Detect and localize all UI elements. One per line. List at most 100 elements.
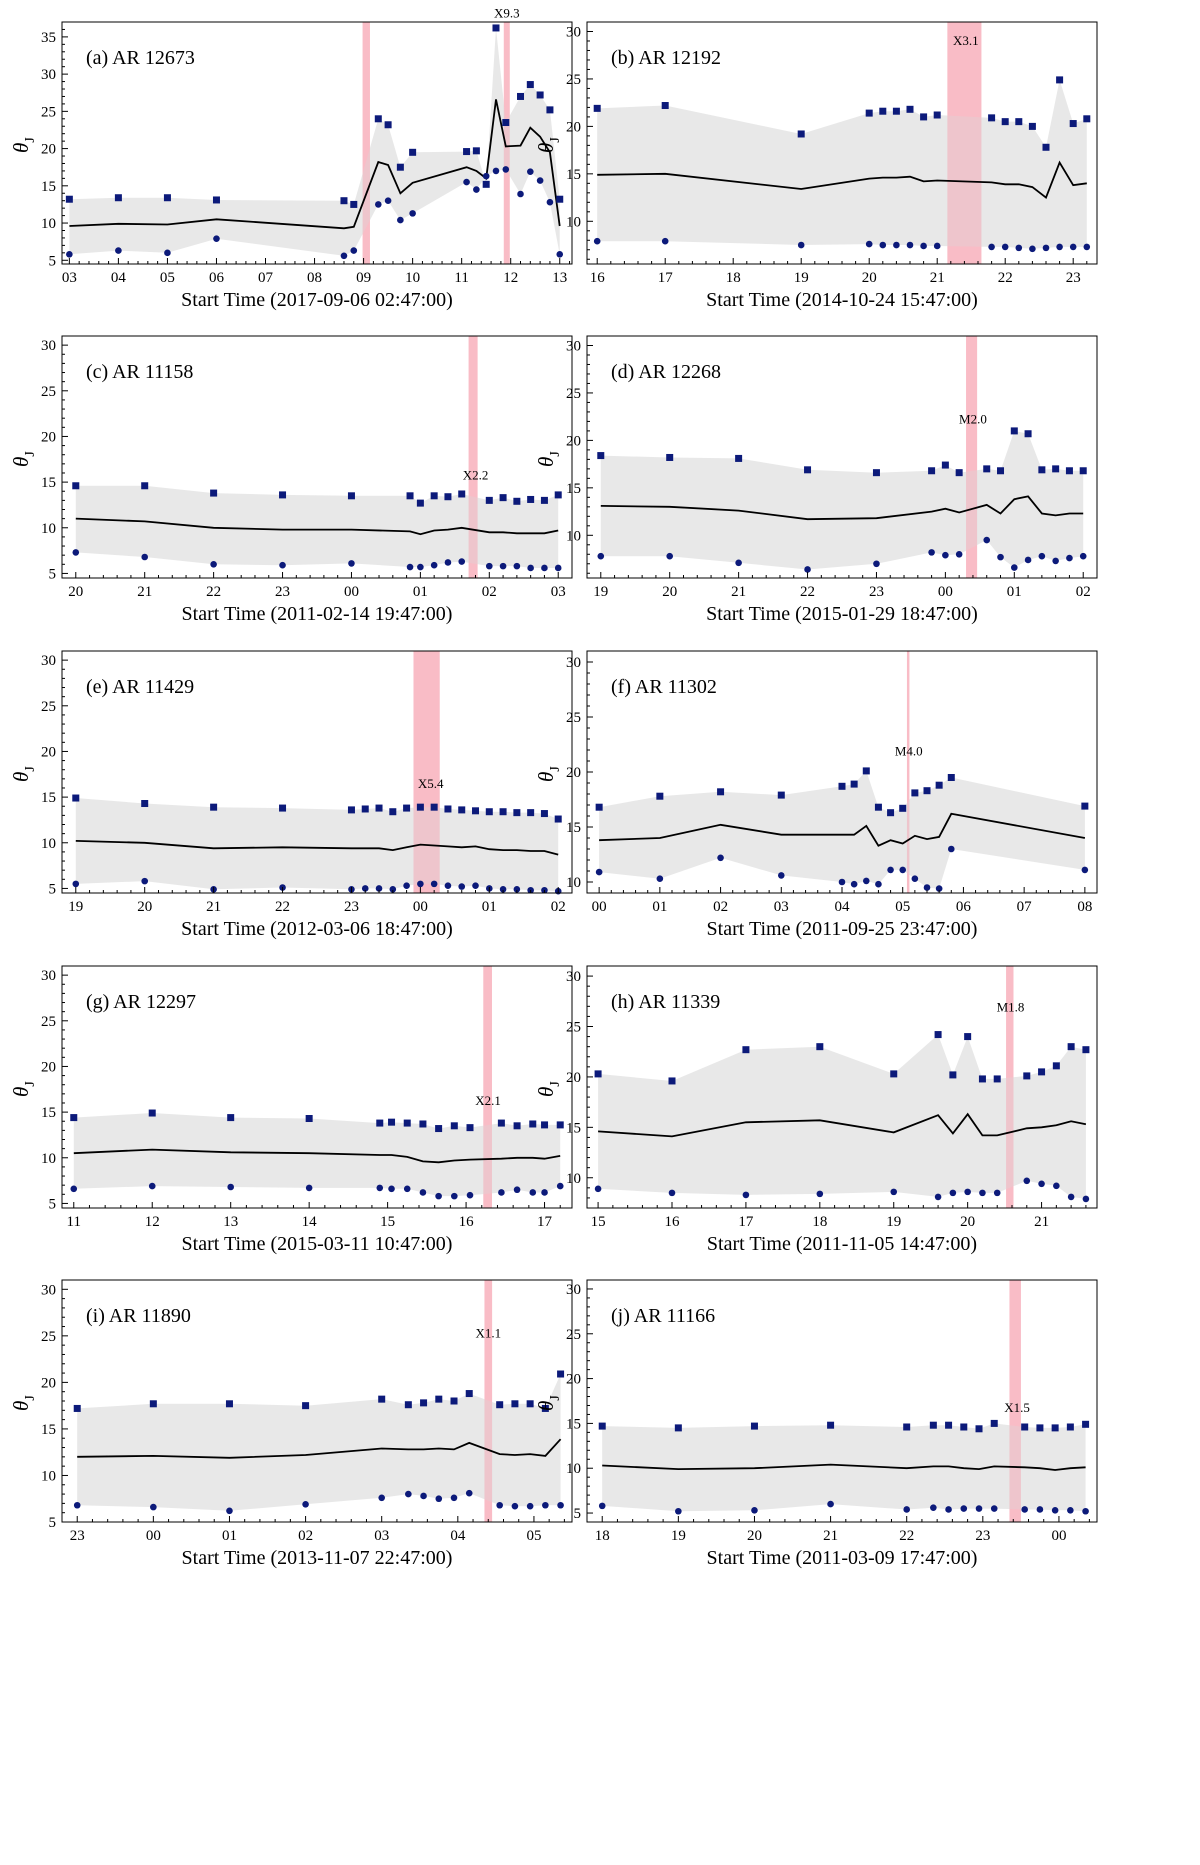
y-axis-subscript: J	[548, 766, 563, 772]
upper-point	[554, 491, 562, 499]
y-axis-symbol: θ	[534, 457, 558, 467]
x-tick-label: 17	[658, 270, 674, 286]
upper-point	[420, 1399, 428, 1407]
flare-band-overlay	[1009, 1280, 1021, 1522]
y-tick-label: 15	[566, 167, 581, 183]
panel-i: 5 10 15 20 25 30 23 00 01 02 03 04 05 Start Time (201…	[9, 1279, 573, 1569]
flare-band-overlay	[1006, 966, 1014, 1208]
upper-point	[923, 787, 931, 795]
lower-point	[1052, 557, 1059, 565]
x-tick-label: 19	[68, 899, 83, 915]
lower-point	[887, 866, 894, 874]
lower-point	[115, 247, 122, 254]
upper-point	[903, 1423, 911, 1431]
y-tick-label: 25	[566, 710, 581, 726]
y-tick-label: 10	[566, 528, 581, 544]
y-tick-label: 30	[566, 24, 581, 40]
x-tick-label: 03	[374, 1528, 389, 1544]
lower-point	[899, 866, 907, 874]
lower-point	[279, 561, 286, 569]
y-axis-label: θJ	[9, 1395, 38, 1411]
upper-point	[540, 496, 548, 504]
x-tick-label: 00	[1051, 1528, 1066, 1544]
y-axis-subscript: J	[548, 1081, 563, 1087]
upper-point	[899, 804, 907, 812]
upper-point	[874, 803, 882, 811]
lower-point	[865, 240, 873, 248]
lower-point	[675, 1507, 682, 1515]
upper-point	[492, 24, 500, 32]
lower-point	[945, 1506, 952, 1513]
panel-title: (e) AR 11429	[86, 676, 194, 698]
lower-point	[542, 1501, 549, 1509]
lower-point	[903, 1506, 911, 1513]
y-axis-symbol: θ	[9, 457, 33, 467]
y-tick-label: 20	[566, 433, 581, 449]
lower-point	[499, 562, 507, 570]
x-tick-label: 21	[823, 1528, 838, 1544]
flare-label: M4.0	[895, 744, 923, 759]
lower-point	[1053, 1182, 1060, 1190]
lower-point	[485, 562, 493, 570]
x-tick-label: 03	[62, 270, 77, 286]
upper-point	[302, 1402, 310, 1410]
lower-point	[430, 880, 438, 888]
y-axis-subscript: J	[23, 766, 38, 772]
upper-point	[872, 469, 880, 477]
upper-point	[935, 781, 943, 789]
x-tick-label: 00	[146, 1528, 161, 1544]
upper-point	[920, 113, 928, 121]
panel-h: 10 15 20 25 30 15 16 17 18 19 20 21 Start Time (2011…	[534, 965, 1098, 1255]
lower-point	[430, 561, 438, 569]
lower-point	[403, 882, 410, 889]
upper-point	[497, 1119, 505, 1127]
upper-point	[376, 1119, 384, 1127]
upper-point	[656, 792, 664, 800]
lower-point	[378, 1494, 386, 1502]
flare-band-overlay	[468, 336, 478, 578]
panel-title: (a) AR 12673	[86, 47, 195, 69]
x-tick-label: 14	[302, 1214, 318, 1230]
x-tick-label: 23	[275, 584, 290, 600]
mean-line	[600, 495, 1084, 521]
y-tick-label: 15	[566, 1120, 581, 1136]
x-tick-label: 08	[1077, 899, 1092, 915]
y-tick-label: 20	[566, 119, 581, 135]
lower-point	[597, 552, 605, 560]
y-axis-label: θJ	[9, 1081, 38, 1097]
plot-frame	[61, 965, 573, 1209]
y-tick-label: 30	[566, 338, 581, 354]
x-tick-label: 20	[960, 1214, 975, 1230]
lower-point	[517, 190, 524, 198]
x-tick-label: 21	[731, 584, 746, 600]
upper-point	[458, 806, 466, 814]
upper-point	[347, 492, 355, 500]
y-tick-label: 10	[41, 836, 56, 852]
upper-point	[595, 803, 603, 811]
lower-point	[513, 1186, 521, 1194]
y-axis-symbol: θ	[534, 1401, 558, 1411]
panel-c: 5 10 15 20 25 30 20 21 22 23 00 01 02 03 Start Time (2…	[9, 335, 573, 625]
flare-band-overlay	[503, 22, 510, 264]
upper-point	[496, 1401, 504, 1409]
x-tick-label: 19	[671, 1528, 686, 1544]
y-axis-subscript: J	[548, 137, 563, 143]
upper-point	[1042, 143, 1050, 151]
lower-point	[777, 872, 785, 879]
upper-point	[527, 809, 535, 817]
flare-band	[966, 336, 978, 578]
plot-frame	[61, 335, 573, 579]
upper-point	[450, 1122, 458, 1130]
upper-point	[1066, 1423, 1074, 1431]
lower-point	[417, 880, 424, 888]
lower-point	[458, 558, 466, 565]
upper-point	[403, 1119, 411, 1127]
x-tick-label: 07	[258, 270, 274, 286]
lower-point	[717, 854, 724, 862]
lower-point	[417, 563, 424, 571]
lower-point	[554, 564, 562, 572]
lower-point	[302, 1501, 309, 1508]
lower-point	[751, 1507, 758, 1514]
upper-point	[934, 1031, 942, 1039]
lower-point	[557, 1501, 564, 1509]
